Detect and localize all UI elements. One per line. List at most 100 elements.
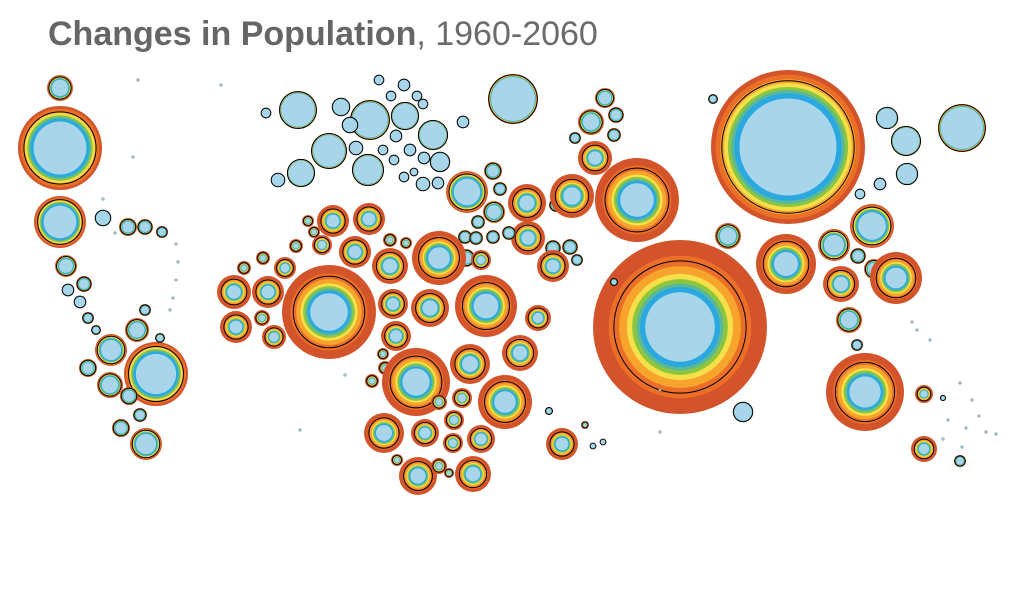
baseline-outline [608, 107, 624, 123]
baseline-outline [120, 387, 138, 405]
decade-ring [43, 205, 77, 239]
decade-ring [78, 278, 90, 290]
country-bubble [399, 457, 437, 495]
country-bubble [403, 143, 417, 157]
island-speck [658, 430, 662, 434]
baseline-outline [514, 224, 542, 252]
island-speck [960, 445, 964, 449]
decade-ring [504, 228, 514, 238]
decade-ring [709, 95, 717, 103]
baseline-outline [415, 293, 445, 323]
baseline-outline [417, 236, 461, 280]
decade-ring [611, 279, 617, 285]
decade-ring [897, 164, 917, 184]
baseline-outline [448, 173, 486, 211]
decade-ring [453, 178, 481, 206]
country-bubble [851, 339, 863, 351]
decade-ring [362, 212, 376, 226]
decade-ring [402, 368, 430, 396]
baseline-outline [454, 348, 486, 380]
decade-ring [555, 437, 569, 451]
decade-ring [305, 218, 311, 224]
country-bubble [595, 158, 679, 242]
decade-ring [318, 241, 326, 249]
decade-ring [431, 153, 449, 171]
baseline-outline [61, 283, 75, 297]
baseline-outline [444, 434, 462, 452]
decade-ring [645, 292, 715, 362]
decade-ring [398, 79, 410, 91]
baseline-outline [398, 171, 410, 183]
decade-ring [390, 130, 402, 142]
decade-ring [852, 250, 864, 262]
baseline-outline [56, 256, 76, 276]
baseline-outline [445, 411, 463, 429]
island-speck [174, 278, 178, 282]
baseline-outline [375, 251, 405, 281]
island-speck [984, 430, 988, 434]
decade-ring [122, 221, 134, 233]
country-bubble [256, 251, 270, 265]
country-bubble [450, 344, 490, 384]
country-bubble [599, 438, 607, 446]
baseline-outline [351, 153, 385, 187]
country-bubble [155, 333, 165, 343]
baseline-outline [569, 132, 581, 144]
country-bubble [469, 231, 483, 245]
baseline-outline [48, 76, 72, 100]
baseline-outline [732, 401, 754, 423]
decade-ring [135, 353, 177, 395]
decade-ring [877, 108, 897, 128]
baseline-outline [607, 128, 621, 142]
decade-ring [418, 152, 430, 164]
baseline-outline [581, 421, 589, 429]
decade-ring [378, 145, 388, 155]
baseline-outline [429, 151, 451, 173]
baseline-outline [155, 333, 165, 343]
decade-ring [281, 93, 315, 127]
island-speck [958, 381, 962, 385]
country-bubble [311, 133, 347, 169]
decade-ring [734, 403, 752, 421]
decade-ring [352, 102, 388, 138]
decade-ring [156, 334, 164, 342]
decade-ring [51, 79, 69, 97]
decade-ring [392, 103, 418, 129]
decade-ring [465, 466, 481, 482]
decade-ring [833, 276, 849, 292]
decade-ring [348, 245, 362, 259]
country-bubble [431, 176, 445, 190]
decade-ring [382, 258, 398, 274]
baseline-outline [373, 74, 385, 86]
decade-ring [941, 396, 945, 400]
title-bold: Changes in Population [48, 15, 417, 53]
decade-ring [333, 99, 349, 115]
country-bubble [139, 304, 151, 316]
decade-ring [62, 284, 74, 296]
country-bubble [389, 129, 403, 143]
decade-ring [849, 376, 881, 408]
country-bubble [350, 100, 390, 140]
baseline-outline [939, 394, 947, 402]
baseline-outline [484, 202, 504, 222]
country-bubble [890, 125, 922, 157]
baseline-outline [270, 172, 286, 188]
decade-ring [521, 231, 535, 245]
decade-ring [387, 237, 393, 243]
baseline-outline [512, 188, 542, 218]
baseline-outline [384, 234, 396, 246]
country-bubble [488, 74, 538, 124]
decade-ring [590, 443, 596, 449]
baseline-outline [431, 176, 445, 190]
decade-ring [874, 178, 886, 190]
country-bubble [137, 219, 153, 235]
country-bubble [471, 215, 485, 229]
baseline-outline [875, 106, 899, 130]
decade-ring [450, 416, 458, 424]
country-bubble [130, 428, 162, 460]
country-bubble [252, 276, 284, 308]
decade-ring [462, 356, 478, 372]
decade-ring [473, 217, 483, 227]
baseline-outline [223, 314, 249, 340]
country-bubble [467, 425, 495, 453]
